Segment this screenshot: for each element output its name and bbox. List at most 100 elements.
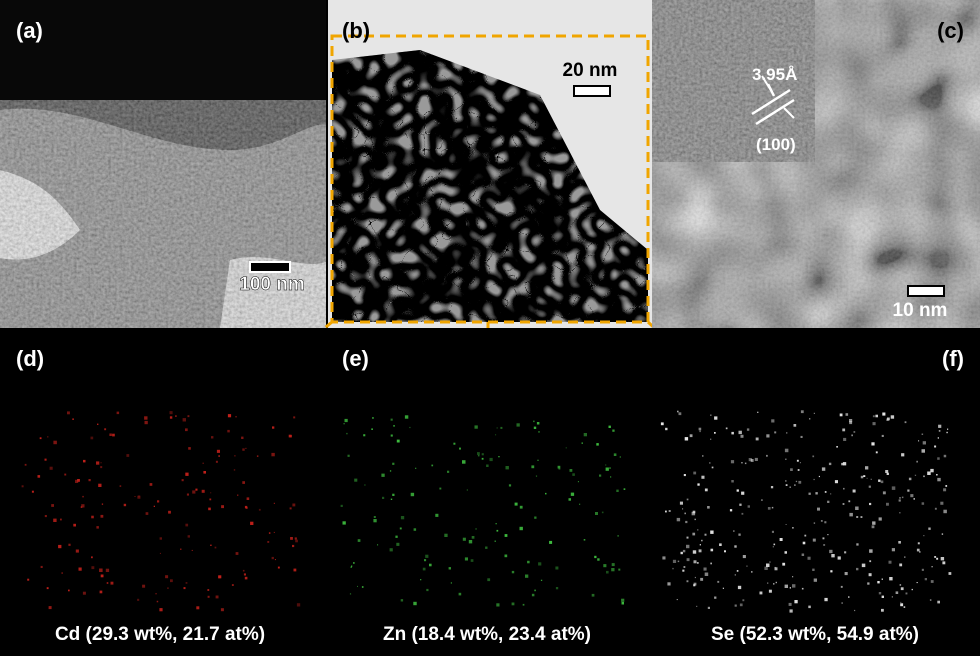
map-dot	[39, 437, 42, 440]
map-dot	[798, 480, 802, 484]
map-dot	[823, 544, 826, 546]
map-dot	[683, 474, 686, 477]
map-dot	[905, 592, 908, 595]
scale-label: 20 nm	[563, 60, 618, 81]
map-dot	[568, 498, 571, 501]
map-dot	[800, 410, 804, 414]
map-dot	[731, 431, 734, 435]
map-dot	[904, 421, 907, 424]
map-dot	[698, 427, 702, 431]
map-dot	[848, 596, 850, 598]
map-dot	[842, 503, 845, 505]
map-dot	[875, 451, 878, 454]
map-dot	[101, 503, 104, 505]
map-dot	[848, 500, 851, 503]
map-dot	[921, 449, 925, 453]
map-dot	[395, 535, 398, 538]
map-dot	[186, 493, 189, 496]
map-dot	[755, 437, 759, 441]
map-dot	[785, 458, 787, 460]
map-dot	[400, 599, 404, 602]
map-dot	[731, 480, 734, 483]
map-dot	[137, 495, 141, 499]
map-dot	[699, 544, 701, 546]
map-dot	[744, 462, 747, 465]
map-dot	[881, 578, 883, 580]
map-dot	[474, 425, 478, 429]
map-dot	[676, 599, 678, 601]
map-dot	[237, 494, 239, 496]
map-dot	[396, 439, 400, 443]
map-dot	[221, 505, 224, 509]
map-dot	[470, 559, 474, 562]
map-dot	[784, 584, 788, 588]
map-dot	[400, 516, 405, 520]
map-dot	[943, 509, 947, 514]
map-dot	[794, 600, 798, 604]
lattice-plane: (100)	[756, 135, 796, 154]
map-dot	[159, 552, 161, 554]
map-dot	[729, 509, 733, 512]
map-dot	[662, 556, 666, 560]
map-dot	[273, 531, 275, 533]
map-dot	[684, 437, 689, 441]
map-dot	[901, 496, 904, 499]
map-dot	[742, 555, 746, 559]
map-dot	[868, 573, 872, 577]
map-dot	[908, 477, 912, 481]
map-dot	[919, 551, 921, 553]
map-dot	[882, 412, 886, 416]
map-dot	[870, 478, 872, 480]
map-dot	[227, 429, 230, 433]
map-dot	[234, 455, 236, 457]
map-dot	[621, 602, 624, 605]
map-dot	[202, 462, 204, 464]
map-dot	[597, 558, 600, 561]
map-dot	[796, 459, 799, 462]
map-dot	[196, 606, 200, 610]
map-dot	[185, 428, 188, 432]
map-dot	[142, 584, 146, 588]
map-dot	[764, 566, 768, 570]
map-dot	[797, 469, 800, 471]
map-dot	[82, 591, 86, 595]
map-dot	[871, 442, 875, 446]
map-dot	[487, 578, 491, 582]
map-dot	[363, 434, 366, 437]
map-dot	[808, 492, 811, 495]
map-dot	[78, 567, 82, 571]
map-dot	[495, 523, 497, 525]
map-dot	[899, 512, 901, 514]
map-dot	[572, 473, 575, 476]
caption: Se (52.3 wt%, 54.9 at%)	[711, 624, 919, 645]
map-dot	[144, 420, 148, 425]
map-dot	[770, 486, 774, 489]
map-dot	[913, 498, 915, 500]
map-dot	[703, 567, 707, 571]
map-dot	[565, 447, 567, 449]
map-dot	[277, 566, 280, 569]
map-dot	[869, 502, 872, 506]
map-dot	[570, 492, 575, 496]
caption: Cd (29.3 wt%, 21.7 at%)	[55, 624, 265, 645]
map-dot	[907, 489, 910, 492]
map-dot	[44, 458, 47, 461]
panel-c-image	[652, 0, 980, 328]
map-dot	[792, 527, 794, 529]
map-dot	[511, 602, 515, 606]
map-dot	[821, 467, 826, 471]
map-dot	[361, 586, 364, 588]
map-dot	[99, 568, 103, 572]
map-dot	[844, 572, 848, 576]
map-dot	[468, 540, 473, 544]
map-dot	[812, 538, 816, 542]
map-dot	[794, 484, 796, 486]
map-dot	[396, 542, 400, 546]
map-dot	[900, 603, 904, 607]
map-dot	[741, 462, 743, 464]
map-dot	[450, 582, 452, 584]
map-dot	[878, 592, 882, 595]
map-dot	[61, 572, 63, 574]
map-dot	[258, 508, 261, 511]
map-dot	[621, 598, 625, 602]
